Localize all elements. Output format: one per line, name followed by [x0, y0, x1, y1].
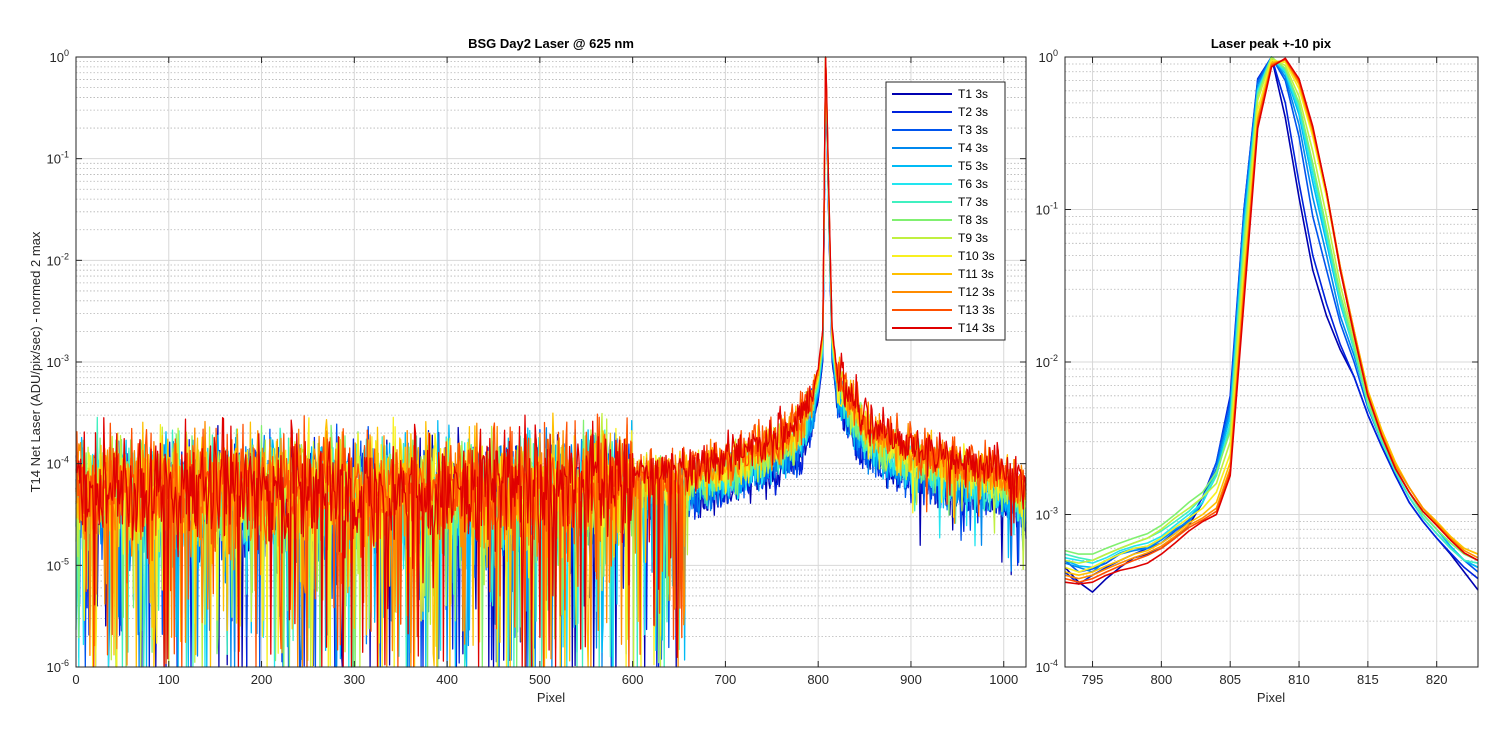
main-series-line	[75, 56, 1027, 668]
x-tick-label: 900	[900, 672, 922, 687]
y-tick-label: 10-5	[47, 556, 69, 573]
zoom-plot: 100 10-1 10-2 10-3 10-4 795 800 805 810 815 820 La…	[1036, 36, 1479, 705]
x-tick-label: 500	[529, 672, 551, 687]
x-tick-label: 300	[343, 672, 365, 687]
y-tick-label: 10-2	[1036, 353, 1058, 370]
legend-entry: T3 3s	[958, 123, 988, 137]
x-tick-label: 810	[1288, 672, 1310, 687]
zoom-series-line	[1064, 58, 1479, 580]
legend: T1 3s T2 3s T3 3s T4 3s T5 3s T6 3s T7 3s T8 3s…	[885, 81, 1006, 341]
legend-entry: T5 3s	[958, 159, 988, 173]
y-tick-label: 10-3	[47, 353, 69, 370]
legend-entry: T8 3s	[958, 213, 988, 227]
zoom-ticks: 100 10-1 10-2 10-3 10-4 795 800 805 810 815 820	[1036, 48, 1478, 687]
x-tick-label: 815	[1357, 672, 1379, 687]
legend-entry: T1 3s	[958, 87, 988, 101]
y-tick-label: 10-3	[1036, 506, 1058, 523]
main-ticks: 100 10-1 10-2 10-3 10-4 10-5 10-60 100 200 300 400…	[47, 48, 1026, 687]
legend-box	[885, 81, 1006, 341]
x-tick-label: 0	[72, 672, 79, 687]
x-tick-label: 1000	[989, 672, 1018, 687]
legend-entry: T10 3s	[958, 249, 995, 263]
legend-entry: T9 3s	[958, 231, 988, 245]
x-tick-label: 805	[1219, 672, 1241, 687]
y-tick-label: 10-4	[47, 455, 69, 472]
x-tick-label: 800	[1151, 672, 1173, 687]
y-tick-label: 10-4	[1036, 658, 1058, 675]
x-tick-label: 820	[1426, 672, 1448, 687]
legend-entry: T6 3s	[958, 177, 988, 191]
main-plot-title: BSG Day2 Laser @ 625 nm	[468, 36, 634, 51]
legend-entry: T7 3s	[958, 195, 988, 209]
zoom-plot-title: Laser peak +-10 pix	[1211, 36, 1332, 51]
x-tick-label: 600	[622, 672, 644, 687]
y-tick-label: 10-6	[47, 658, 69, 675]
x-tick-label: 795	[1082, 672, 1104, 687]
legend-entry: T14 3s	[958, 321, 995, 335]
main-y-axis-label: T14 Net Laser (ADU/pix/sec) - normed 2 m…	[28, 231, 43, 492]
legend-entry: T11 3s	[958, 267, 994, 281]
y-tick-label: 10-2	[47, 251, 69, 268]
zoom-x-axis-label: Pixel	[1257, 690, 1285, 705]
y-tick-label: 100	[50, 48, 69, 65]
x-tick-label: 400	[436, 672, 458, 687]
y-tick-label: 10-1	[47, 150, 69, 167]
x-tick-label: 700	[715, 672, 737, 687]
x-tick-label: 800	[807, 672, 829, 687]
main-plot: 100 10-1 10-2 10-3 10-4 10-5 10-60 100 200 300 400…	[28, 36, 1027, 705]
legend-entry: T13 3s	[958, 303, 995, 317]
main-x-axis-label: Pixel	[537, 690, 565, 705]
x-tick-label: 200	[251, 672, 273, 687]
legend-entry: T2 3s	[958, 105, 988, 119]
zoom-series-line	[1064, 57, 1479, 585]
legend-entry: T12 3s	[958, 285, 995, 299]
y-tick-label: 10-1	[1036, 201, 1058, 218]
main-series-lines	[75, 56, 1027, 668]
y-tick-label: 100	[1039, 48, 1058, 65]
legend-entry: T4 3s	[958, 141, 988, 155]
x-tick-label: 100	[158, 672, 180, 687]
